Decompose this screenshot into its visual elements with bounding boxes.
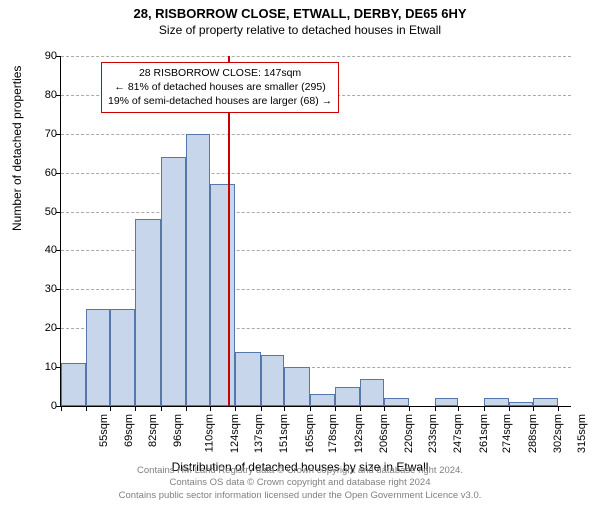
histogram-bar <box>86 309 110 406</box>
footer-line-3: Contains public sector information licen… <box>0 490 600 502</box>
xtick-mark <box>235 406 236 411</box>
histogram-bar <box>310 394 335 406</box>
xtick-label: 151sqm <box>278 414 290 453</box>
xtick-mark <box>409 406 410 411</box>
grid-line <box>61 56 571 57</box>
histogram-bar <box>284 367 309 406</box>
xtick-label: 55sqm <box>98 414 110 447</box>
histogram-bar <box>61 363 86 406</box>
xtick-mark <box>135 406 136 411</box>
xtick-mark <box>335 406 336 411</box>
xtick-label: 137sqm <box>253 414 265 453</box>
xtick-label: 233sqm <box>427 414 439 453</box>
ytick-label: 60 <box>27 167 57 179</box>
grid-line <box>61 173 571 174</box>
histogram-bar <box>161 157 186 406</box>
ytick-label: 70 <box>27 128 57 140</box>
xtick-mark <box>458 406 459 411</box>
histogram-bar <box>186 134 210 406</box>
xtick-mark <box>61 406 62 411</box>
chart-title-sub: Size of property relative to detached ho… <box>0 23 600 37</box>
xtick-label: 206sqm <box>378 414 390 453</box>
xtick-mark <box>384 406 385 411</box>
histogram-bar <box>335 387 360 406</box>
histogram-bar <box>509 402 533 406</box>
histogram-bar <box>435 398 459 406</box>
xtick-mark <box>161 406 162 411</box>
histogram-bar <box>110 309 135 406</box>
plot-region: 010203040506070809055sqm69sqm82sqm96sqm1… <box>60 56 571 407</box>
xtick-label: 110sqm <box>203 414 215 452</box>
histogram-bar <box>384 398 409 406</box>
xtick-label: 302sqm <box>552 414 564 453</box>
xtick-label: 124sqm <box>229 414 241 453</box>
ytick-label: 0 <box>27 400 57 412</box>
xtick-label: 192sqm <box>353 414 365 453</box>
ytick-label: 30 <box>27 283 57 295</box>
xtick-mark <box>360 406 361 411</box>
footer-line-1: Contains HM Land Registry data © Crown c… <box>0 465 600 477</box>
annotation-box: 28 RISBORROW CLOSE: 147sqm← 81% of detac… <box>101 62 339 113</box>
annotation-line: 28 RISBORROW CLOSE: 147sqm <box>108 66 332 80</box>
xtick-label: 82sqm <box>147 414 159 447</box>
xtick-label: 220sqm <box>404 414 416 453</box>
annotation-line: ← 81% of detached houses are smaller (29… <box>108 80 332 94</box>
y-axis-label: Number of detached properties <box>10 66 24 231</box>
xtick-label: 178sqm <box>327 414 339 453</box>
ytick-label: 10 <box>27 361 57 373</box>
xtick-mark <box>210 406 211 411</box>
xtick-mark <box>484 406 485 411</box>
ytick-label: 80 <box>27 89 57 101</box>
xtick-mark <box>186 406 187 411</box>
xtick-label: 288sqm <box>527 414 539 453</box>
xtick-label: 274sqm <box>502 414 514 453</box>
grid-line <box>61 134 571 135</box>
chart-area: 010203040506070809055sqm69sqm82sqm96sqm1… <box>60 56 570 406</box>
chart-title-main: 28, RISBORROW CLOSE, ETWALL, DERBY, DE65… <box>0 6 600 21</box>
ytick-label: 40 <box>27 244 57 256</box>
xtick-mark <box>261 406 262 411</box>
histogram-bar <box>360 379 384 406</box>
footer-line-2: Contains OS data © Crown copyright and d… <box>0 477 600 489</box>
grid-line <box>61 212 571 213</box>
xtick-mark <box>533 406 534 411</box>
histogram-bar <box>235 352 260 406</box>
xtick-mark <box>435 406 436 411</box>
histogram-bar <box>261 355 285 406</box>
ytick-label: 50 <box>27 206 57 218</box>
footer-attribution: Contains HM Land Registry data © Crown c… <box>0 465 600 502</box>
histogram-bar <box>484 398 509 406</box>
xtick-mark <box>310 406 311 411</box>
ytick-label: 20 <box>27 322 57 334</box>
xtick-mark <box>86 406 87 411</box>
xtick-mark <box>284 406 285 411</box>
xtick-mark <box>509 406 510 411</box>
histogram-bar <box>210 184 235 406</box>
xtick-mark <box>110 406 111 411</box>
xtick-label: 261sqm <box>478 414 490 453</box>
xtick-label: 96sqm <box>172 414 184 447</box>
histogram-bar <box>533 398 558 406</box>
xtick-mark <box>558 406 559 411</box>
xtick-label: 165sqm <box>304 414 316 453</box>
xtick-label: 247sqm <box>453 414 465 453</box>
annotation-line: 19% of semi-detached houses are larger (… <box>108 94 332 108</box>
ytick-label: 90 <box>27 50 57 62</box>
xtick-label: 69sqm <box>123 414 135 447</box>
histogram-bar <box>135 219 160 406</box>
xtick-label: 315sqm <box>576 414 588 453</box>
